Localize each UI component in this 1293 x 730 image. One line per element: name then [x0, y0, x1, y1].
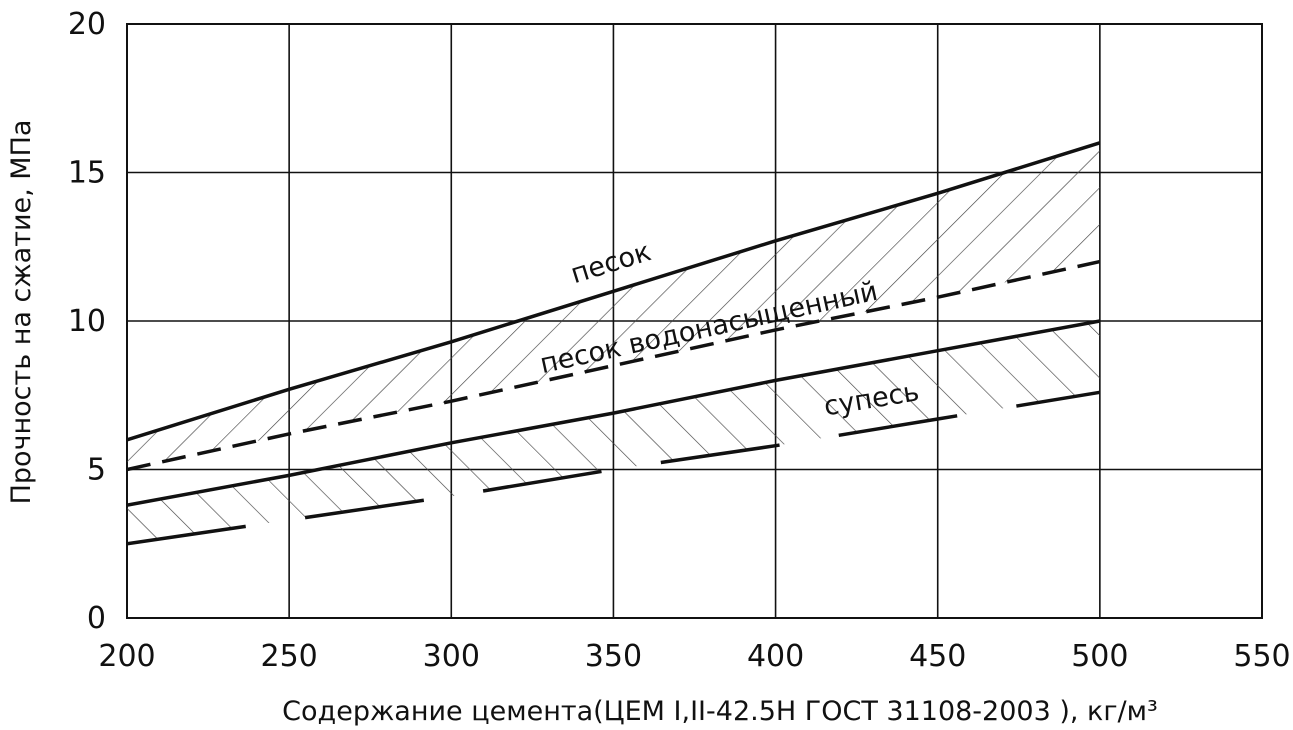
- x-tick-label: 500: [1071, 639, 1128, 674]
- y-tick-label: 20: [68, 7, 106, 42]
- y-tick-label: 15: [68, 156, 106, 191]
- x-tick-label: 350: [585, 639, 642, 674]
- x-axis-title: Содержание цемента(ЦЕМ I,II-42.5Н ГОСТ 3…: [282, 696, 1158, 727]
- y-tick-label: 5: [87, 453, 106, 488]
- series-line-3: [126, 319, 1101, 507]
- x-tick-label: 400: [747, 639, 804, 674]
- tick-labels: 200 250 300 350 400 450 500 550 0 5 10 15 20: [68, 7, 1291, 674]
- x-tick-label: 550: [1233, 639, 1290, 674]
- y-tick-label: 10: [68, 304, 106, 339]
- series-line-песок-водонасыщенный: [126, 259, 1101, 472]
- series-line-песок: [126, 141, 1101, 442]
- x-tick-label: 250: [261, 639, 318, 674]
- grid: [126, 23, 1263, 619]
- hatched-band-2: [127, 321, 1100, 544]
- y-axis-title: Прочность на сжатие, МПа: [6, 120, 37, 505]
- y-tick-label: 0: [87, 601, 106, 636]
- series-lines: [126, 141, 1101, 546]
- hatched-band-1: [127, 142, 1100, 470]
- x-tick-label: 200: [98, 639, 155, 674]
- plot-frame: [126, 23, 1263, 619]
- x-tick-label: 450: [909, 639, 966, 674]
- x-tick-label: 300: [423, 639, 480, 674]
- shaded-bands: [127, 142, 1100, 544]
- series-line-супесь: [126, 390, 1101, 546]
